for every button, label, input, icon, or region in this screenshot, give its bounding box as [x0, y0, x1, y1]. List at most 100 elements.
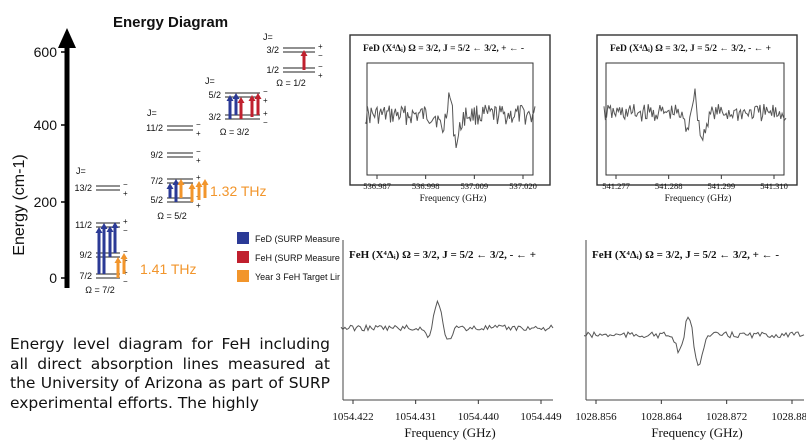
spectrum-title: FeH (X⁴Δᵢ) Ω = 3/2, J = 5/2 ← 3/2, - ← +: [349, 249, 536, 261]
parity-label: −: [318, 62, 323, 71]
parity-label: +: [318, 71, 323, 80]
spectrum-panel-feh-2: FeH (X⁴Δᵢ) Ω = 3/2, J = 5/2 ← 3/2, + ← -…: [575, 240, 806, 440]
j-header: J=: [263, 32, 273, 42]
plot-frame: [596, 34, 798, 186]
x-tick-label: 541.310: [760, 181, 788, 191]
arrow-fed: [111, 222, 119, 253]
j-value-label: 11/2: [146, 123, 163, 133]
x-tick-label: 541.299: [708, 181, 736, 191]
frequency-label-1-32: 1.32 THz: [210, 183, 267, 199]
x-tick-label: 541.288: [655, 181, 683, 191]
omega-label: Ω = 7/2: [85, 285, 115, 295]
x-axis-label: Frequency (GHz): [665, 193, 732, 204]
parity-label: −: [123, 247, 128, 256]
j-value-label: 3/2: [266, 45, 279, 55]
x-tick-label: 1028.880: [771, 411, 806, 423]
legend-label-fed: FeD (SURP Measured): [255, 234, 340, 244]
parity-label: +: [196, 201, 201, 210]
j-value-label: 11/2: [75, 220, 92, 230]
spectrum-title: FeH (X⁴Δᵢ) Ω = 3/2, J = 5/2 ← 3/2, + ← -: [592, 249, 779, 261]
parity-label: −: [123, 180, 128, 189]
spectrum-plot: FeH (X⁴Δᵢ) Ω = 3/2, J = 5/2 ← 3/2, - ← +…: [332, 240, 562, 440]
energy-level-diagram: Energy Diagram Energy (cm-1) 6004002000 …: [11, 14, 340, 295]
parity-label: +: [123, 217, 128, 226]
x-tick-label: 1054.422: [332, 411, 373, 423]
parity-label: −: [263, 87, 268, 96]
spectrum-plot: FeD (X⁴Δᵢ) Ω = 3/2, J = 5/2 ← 3/2, - ← +…: [596, 34, 798, 204]
j-value-label: 9/2: [150, 150, 163, 160]
arrow-target: [201, 179, 209, 198]
arrow-feh: [237, 97, 245, 119]
j-header: J=: [76, 166, 86, 176]
j-value-label: 9/2: [79, 250, 92, 260]
j-value-label: 3/2: [208, 112, 221, 122]
x-tick-label: 536.998: [412, 181, 440, 191]
legend-swatch-feh: [237, 251, 249, 263]
legend-swatch-fed: [237, 232, 249, 244]
j-value-label: 13/2: [74, 183, 92, 193]
j-header: J=: [147, 108, 157, 118]
parity-label: −: [263, 118, 268, 127]
energy-axis-arrow-head: [58, 28, 76, 48]
x-axis-label: Frequency (GHz): [420, 193, 487, 204]
arrow-fed: [172, 179, 180, 202]
parity-label: −: [196, 147, 201, 156]
y-tick-label: 200: [34, 194, 58, 210]
omega-label: Ω = 3/2: [220, 127, 250, 137]
x-tick-label: 1054.440: [458, 411, 500, 423]
plot-inner-frame: [605, 62, 785, 176]
figure-caption: Energy level diagram for FeH including a…: [10, 335, 330, 412]
legend-label-target: Year 3 FeH Target Lines: [255, 272, 340, 282]
parity-label: −: [123, 277, 128, 286]
x-axis-label: Frequency (GHz): [651, 425, 742, 440]
spectrum-trace: [340, 299, 554, 340]
arrow-feh: [254, 93, 262, 115]
parity-label: +: [196, 156, 201, 165]
plot-inner-frame: [366, 62, 534, 176]
frequency-label-1-41: 1.41 THz: [140, 261, 197, 277]
spectrum-plot: FeH (X⁴Δᵢ) Ω = 3/2, J = 5/2 ← 3/2, + ← -…: [575, 240, 806, 440]
x-tick-label: 1028.864: [641, 411, 683, 423]
y-axis-label: Energy (cm-1): [11, 154, 28, 255]
parity-label: −: [318, 51, 323, 60]
y-tick-label: 600: [34, 44, 58, 60]
arrow-target: [188, 183, 196, 202]
parity-label: +: [318, 42, 323, 51]
spectrum-panel-feh-1: FeH (X⁴Δᵢ) Ω = 3/2, J = 5/2 ← 3/2, - ← +…: [332, 240, 564, 440]
spectrum-trace: [603, 88, 787, 142]
omega-label: Ω = 1/2: [276, 78, 306, 88]
spectrum-panel-fed-2: FeD (X⁴Δᵢ) Ω = 3/2, J = 5/2 ← 3/2, - ← +…: [592, 34, 804, 204]
spectrum-trace: [583, 316, 805, 367]
arrow-feh: [300, 50, 308, 70]
arrow-fed: [100, 223, 108, 274]
parity-label: +: [196, 129, 201, 138]
x-tick-label: 537.020: [509, 181, 537, 191]
arrow-feh: [248, 95, 256, 117]
arrow-target: [114, 257, 122, 278]
x-tick-label: 1054.431: [395, 411, 436, 423]
x-tick-label: 537.009: [461, 181, 489, 191]
j-value-label: 5/2: [208, 90, 221, 100]
x-tick-label: 536.987: [363, 181, 391, 191]
j-value-label: 5/2: [150, 195, 163, 205]
parity-label: −: [196, 120, 201, 129]
spectrum-plot: FeD (X⁴Δᵢ) Ω = 3/2, J = 5/2 ← 3/2, + ← -…: [349, 34, 551, 204]
legend: FeD (SURP Measured) FeH (SURP Measured) …: [237, 232, 340, 282]
parity-label: −: [123, 226, 128, 235]
arrow-fed: [95, 227, 103, 274]
spectrum-panel-fed-1: FeD (X⁴Δᵢ) Ω = 3/2, J = 5/2 ← 3/2, + ← -…: [345, 34, 555, 204]
x-tick-label: 1054.449: [520, 411, 562, 423]
parity-label: +: [263, 109, 268, 118]
j-value-label: 1/2: [266, 65, 279, 75]
spectrum-title: FeD (X⁴Δᵢ) Ω = 3/2, J = 5/2 ← 3/2, + ← -: [363, 43, 524, 54]
j-value-label: 7/2: [150, 176, 163, 186]
parity-label: +: [196, 173, 201, 182]
parity-label: +: [263, 96, 268, 105]
spectrum-title: FeD (X⁴Δᵢ) Ω = 3/2, J = 5/2 ← 3/2, - ← +: [610, 43, 771, 54]
legend-label-feh: FeH (SURP Measured): [255, 253, 340, 263]
transition-arrows: [95, 50, 308, 278]
arrow-target: [195, 181, 203, 200]
j-value-label: 7/2: [79, 271, 92, 281]
spectrum-trace: [364, 92, 536, 148]
x-tick-label: 1028.856: [575, 411, 617, 423]
